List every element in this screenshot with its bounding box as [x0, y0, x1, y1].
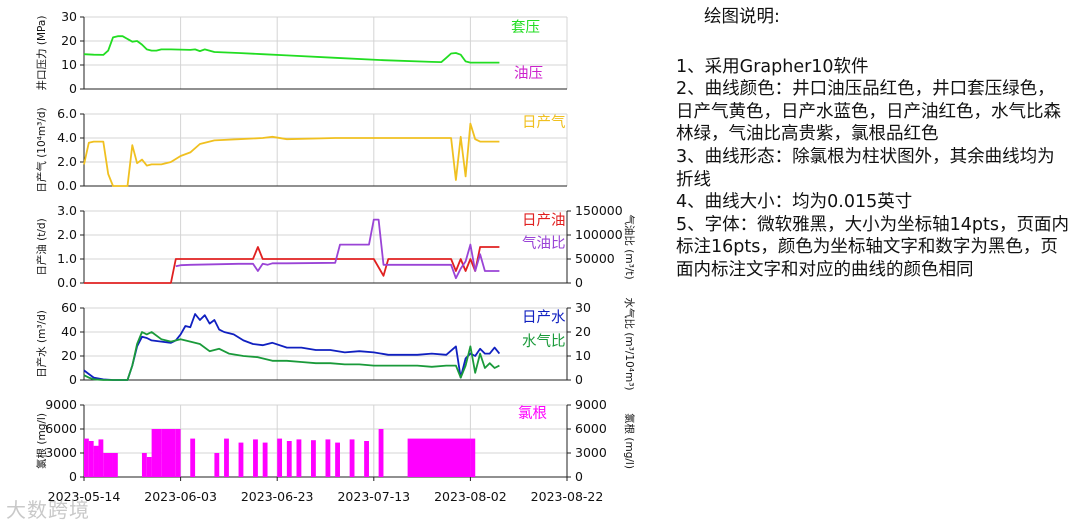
series-line-日产水	[83, 313, 501, 381]
legend-label-gor: 气油比	[522, 235, 566, 252]
series-line-气油比	[175, 218, 500, 280]
chloride-bar	[88, 441, 94, 477]
chloride-bar	[93, 445, 99, 477]
y-tick-label-right: 0	[575, 275, 583, 290]
series-line-套压	[83, 35, 500, 64]
y-tick-label-left: 3000	[45, 445, 77, 460]
y-tick-label-left: 2.0	[57, 154, 77, 169]
legend-label-chloride: 氯根	[518, 405, 547, 422]
y-tick-label-left: 0.0	[57, 178, 77, 193]
x-tick-label: 2023-07-13	[337, 489, 410, 504]
chloride-bar	[141, 453, 147, 477]
y-tick-label-left: 0	[69, 469, 77, 484]
y-axis-label-left: 井口压力 (MPa)	[35, 16, 48, 91]
watermark-logo: 大数跨境	[6, 498, 90, 522]
chloride-bar	[311, 440, 316, 477]
chloride-bar	[84, 438, 89, 477]
y-tick-label-left: 40	[61, 324, 77, 339]
chloride-bar	[175, 429, 181, 477]
y-tick-label-left: 9000	[45, 397, 77, 412]
y-tick-label-left: 0	[69, 372, 77, 387]
x-tick-label: 2023-06-23	[241, 489, 314, 504]
y-tick-label-right: 150000	[575, 203, 623, 218]
y-tick-label-left: 2.0	[57, 227, 77, 242]
chloride-bar	[277, 438, 283, 477]
drawing-notes: 绘图说明: 1、采用Grapher10软件 2、曲线颜色：井口油压品红色，井口套…	[676, 6, 1072, 282]
y-axis-label-left: 日产油 (t/d)	[35, 218, 48, 275]
y-axis-label-left: 氯根 (mg/l)	[35, 413, 48, 469]
y-axis-label-left: 日产气 (10⁴m³/d)	[35, 107, 48, 192]
y-tick-label-left: 10	[61, 57, 77, 72]
chloride-bar	[262, 442, 268, 477]
legend-label-water: 日产水	[522, 309, 566, 326]
series-line-日产油	[84, 246, 500, 284]
chloride-bar	[253, 439, 258, 477]
series-line-水气比	[83, 331, 500, 381]
y-tick-label-left: 30	[61, 9, 77, 24]
chloride-bar	[238, 442, 244, 477]
series-line-日产气	[83, 122, 500, 187]
legend-label-tubing: 油压	[514, 65, 543, 82]
y-tick-label-left: 4.0	[57, 130, 77, 145]
chloride-bar	[146, 457, 152, 477]
legend-label-casing: 套压	[511, 19, 540, 36]
legend-label-oil: 日产油	[522, 212, 566, 229]
note-line-4: 4、曲线大小：均为0.015英寸	[676, 192, 913, 213]
y-tick-label-right: 6000	[575, 421, 607, 436]
y-tick-label-right: 100000	[575, 227, 623, 242]
y-tick-label-right: 0	[575, 372, 583, 387]
y-axis-label-left: 日产水 (m³/d)	[35, 310, 48, 378]
y-tick-label-right: 10	[575, 348, 591, 363]
chloride-bar	[325, 439, 331, 477]
chloride-bar	[224, 438, 229, 477]
notes-title: 绘图说明:	[704, 7, 780, 27]
y-tick-label-right: 9000	[575, 397, 607, 412]
chloride-bar	[214, 453, 220, 477]
y-tick-label-right: 20	[575, 324, 591, 339]
y-tick-label-left: 20	[61, 348, 77, 363]
chloride-bar	[470, 438, 476, 477]
y-tick-label-left: 1.0	[57, 251, 77, 266]
y-tick-label-left: 0.0	[57, 275, 77, 290]
y-axis-label-right: 水气比 (m³/10⁴m³)	[623, 297, 636, 390]
chloride-bar	[407, 438, 471, 477]
chloride-bar	[349, 439, 355, 477]
y-tick-label-right: 0	[575, 469, 583, 484]
chloride-bar	[296, 439, 302, 477]
note-line-5: 5、字体：微软雅黑，大小为坐标轴14pts，页面内标注16pts，颜色为坐标轴文…	[676, 214, 1069, 280]
x-tick-label: 2023-05-14	[48, 489, 121, 504]
x-tick-label: 2023-06-03	[144, 489, 217, 504]
note-line-2: 2、曲线颜色：井口油压品红色，井口套压绿色，日产气黄色，日产水蓝色，日产油红色，…	[676, 79, 1061, 145]
y-tick-label-left: 60	[61, 300, 77, 315]
x-tick-label: 2023-08-02	[434, 489, 507, 504]
chloride-bar	[103, 453, 113, 477]
legend-label-gas: 日产气	[522, 114, 566, 131]
y-tick-label-right: 30	[575, 300, 591, 315]
y-axis-label-right: 气油比 (m³/t)	[623, 214, 636, 279]
chloride-bar	[112, 453, 118, 477]
y-tick-label-left: 3.0	[57, 203, 77, 218]
x-tick-label: 2023-08-22	[531, 489, 604, 504]
y-tick-label-left: 20	[61, 33, 77, 48]
chloride-bar	[335, 442, 340, 477]
y-tick-label-right: 50000	[575, 251, 615, 266]
chloride-bar	[161, 429, 176, 477]
y-tick-label-right: 3000	[575, 445, 607, 460]
y-axis-label-right: 氯根 (mg/l)	[623, 413, 636, 469]
y-tick-label-left: 6000	[45, 421, 77, 436]
chloride-bar	[364, 441, 369, 477]
chloride-bar	[378, 429, 384, 477]
chloride-bar	[286, 441, 292, 477]
note-line-1: 1、采用Grapher10软件	[676, 56, 869, 77]
y-tick-label-left: 6.0	[57, 106, 77, 121]
note-line-3: 3、曲线形态：除氯根为柱状图外，其余曲线均为折线	[676, 146, 1055, 190]
y-tick-label-left: 0	[69, 81, 77, 96]
legend-label-wgr: 水气比	[522, 333, 566, 350]
chloride-bar	[98, 439, 104, 477]
chloride-bar	[151, 429, 162, 477]
chloride-bar	[190, 438, 196, 477]
